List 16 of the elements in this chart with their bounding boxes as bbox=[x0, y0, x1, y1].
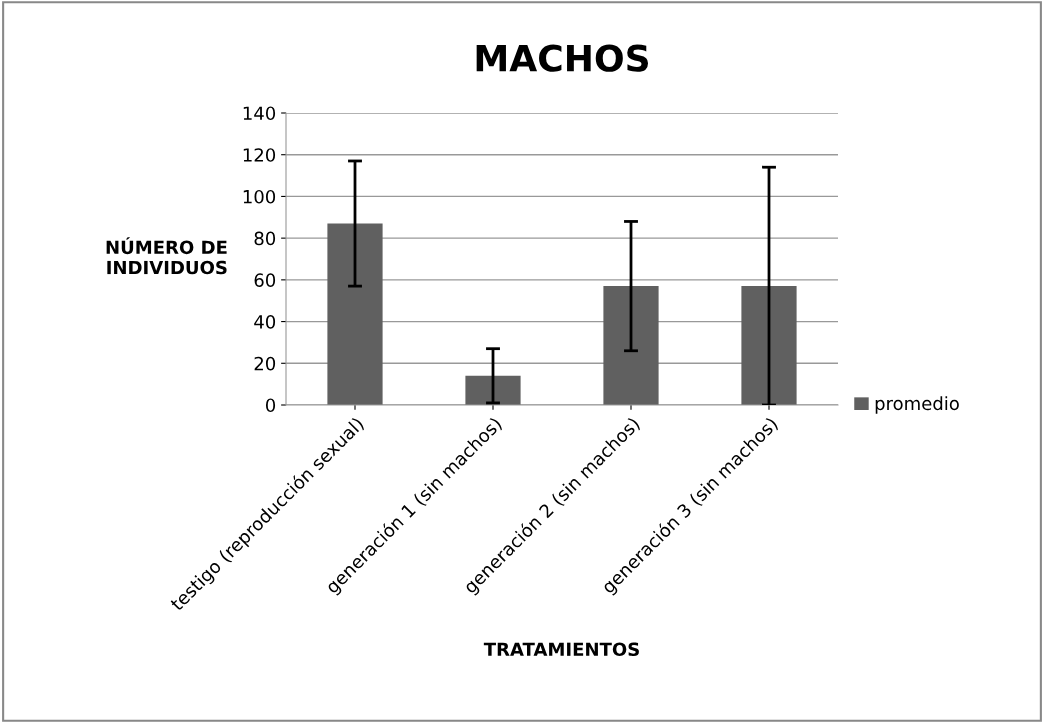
bar bbox=[603, 286, 659, 405]
y-tick-label: 0 bbox=[265, 398, 276, 413]
bar bbox=[741, 286, 797, 405]
bar bbox=[327, 223, 383, 405]
y-axis-title: NÚMERO DE INDIVIDUOS bbox=[106, 237, 227, 275]
bar bbox=[465, 375, 521, 405]
y-tick-label: 80 bbox=[254, 231, 276, 246]
chart-title: MACHOS bbox=[476, 44, 649, 72]
y-tick-label: 40 bbox=[254, 315, 276, 329]
y-tick-label: 100 bbox=[243, 189, 276, 204]
y-tick-label: 20 bbox=[254, 356, 276, 371]
legend-label: promedio bbox=[875, 396, 959, 414]
x-axis-title: TRATAMIENTOS bbox=[483, 642, 639, 657]
y-tick-label: 120 bbox=[243, 148, 276, 162]
y-tick-label: 140 bbox=[243, 106, 276, 121]
y-tick-label: 60 bbox=[254, 273, 276, 287]
